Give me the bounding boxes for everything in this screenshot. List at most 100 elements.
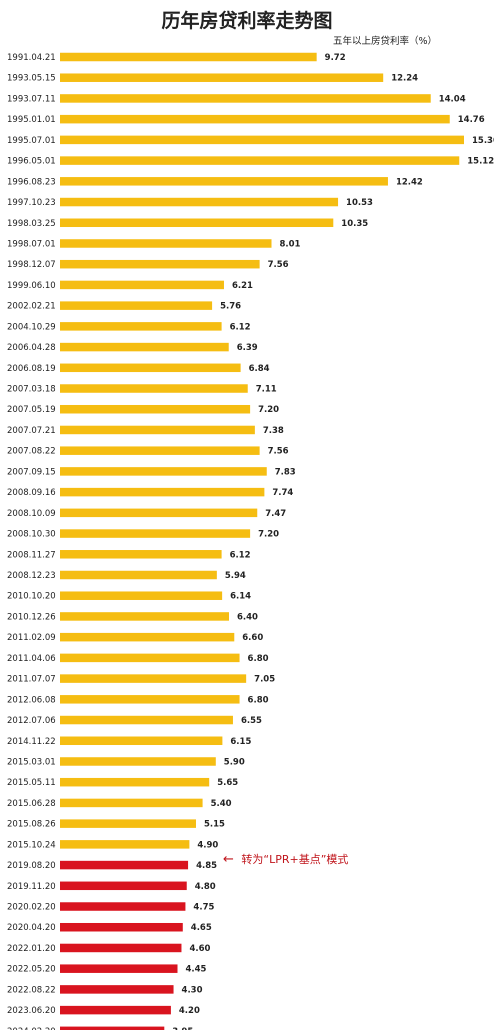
value-label: 12.24 (391, 74, 418, 84)
bar (60, 881, 187, 891)
value-label: 6.12 (230, 322, 251, 332)
category-label: 2015.06.28 (7, 799, 56, 809)
value-label: 6.14 (230, 592, 251, 602)
value-label: 7.20 (258, 530, 279, 540)
bar (60, 943, 182, 953)
value-label: 4.90 (197, 840, 218, 850)
category-label: 1993.05.15 (7, 74, 56, 84)
category-label: 2015.08.26 (7, 820, 56, 830)
category-label: 2020.02.20 (7, 903, 56, 913)
category-label: 2008.12.23 (7, 571, 56, 581)
category-label: 1996.05.01 (7, 157, 56, 167)
value-label: 15.12 (467, 157, 494, 167)
bar (60, 197, 339, 207)
bar (60, 218, 334, 228)
category-label: 2023.06.20 (7, 1006, 56, 1016)
bar (60, 550, 222, 559)
bar (60, 508, 258, 518)
category-label: 1997.10.23 (7, 198, 56, 208)
bar (60, 259, 260, 269)
value-label: 8.01 (280, 239, 301, 249)
value-label: 12.42 (396, 177, 423, 187)
value-label: 7.20 (258, 405, 279, 415)
category-label: 2011.07.07 (7, 675, 56, 685)
value-axis-label: 五年以上房贷利率（%） (333, 36, 438, 47)
bar (60, 798, 203, 808)
category-label: 2022.05.20 (7, 965, 56, 975)
value-label: 7.05 (254, 675, 275, 685)
value-label: 6.21 (232, 281, 253, 291)
value-label: 6.39 (237, 343, 258, 353)
bar (60, 632, 235, 642)
category-label: 2002.02.21 (7, 302, 56, 312)
category-label: 2007.08.22 (7, 447, 56, 457)
value-label: 10.35 (341, 219, 368, 229)
value-label: 7.56 (268, 447, 289, 457)
category-label: 1995.01.01 (7, 115, 56, 125)
value-label: 4.30 (182, 985, 203, 995)
bar (60, 529, 251, 538)
bar (60, 757, 216, 766)
category-label: 1991.04.21 (7, 53, 56, 63)
category-label: 2011.04.06 (7, 654, 56, 664)
category-label: 2014.11.22 (7, 737, 56, 747)
category-label: 2007.07.21 (7, 426, 56, 436)
bar (60, 674, 247, 683)
category-label: 2011.02.09 (7, 633, 56, 643)
value-label: 4.75 (193, 903, 214, 913)
value-label: 4.80 (195, 882, 216, 892)
value-label: 5.94 (225, 571, 246, 581)
bar (60, 715, 233, 725)
value-label: 5.76 (220, 302, 241, 312)
bar (60, 135, 464, 145)
category-label: 2008.10.09 (7, 509, 56, 519)
bar (60, 404, 251, 414)
category-label: 2022.01.20 (7, 944, 56, 954)
bar (60, 922, 183, 932)
category-label: 1993.07.11 (7, 94, 56, 104)
value-label: 6.84 (249, 364, 270, 374)
bar (60, 1026, 165, 1030)
category-label: 2008.11.27 (7, 550, 56, 560)
value-label: 15.30 (472, 136, 494, 146)
value-label: 6.80 (248, 695, 269, 705)
value-label: 5.65 (217, 778, 238, 788)
value-label: 4.20 (179, 1006, 200, 1016)
category-label: 2006.04.28 (7, 343, 56, 353)
bar (60, 612, 229, 621)
category-label: 2012.06.08 (7, 695, 56, 705)
value-label: 4.85 (196, 861, 217, 871)
value-label: 7.56 (268, 260, 289, 270)
category-label: 1998.07.01 (7, 239, 56, 249)
bar (60, 342, 229, 352)
value-label: 6.40 (237, 612, 258, 622)
lpr-annotation: ← 转为“LPR+基点”模式 (223, 851, 348, 867)
chart-title: 历年房贷利率走势图 (161, 10, 333, 32)
value-label: 14.76 (458, 115, 485, 125)
value-label: 4.65 (191, 923, 212, 933)
category-label: 2008.10.30 (7, 530, 56, 540)
value-label: 6.12 (230, 550, 251, 560)
category-label: 1996.08.23 (7, 177, 56, 187)
bar (60, 487, 265, 497)
value-label: 4.45 (186, 965, 207, 975)
category-label: 2006.08.19 (7, 364, 56, 374)
value-label: 7.11 (256, 385, 277, 395)
bar (60, 384, 248, 393)
category-label: 2010.10.20 (7, 592, 56, 602)
value-label: 14.04 (439, 94, 466, 104)
category-label: 2008.09.16 (7, 488, 56, 498)
bar (60, 1005, 171, 1015)
value-label: 6.15 (230, 737, 251, 747)
bar (60, 591, 223, 600)
value-label: 6.60 (242, 633, 263, 643)
bar (60, 73, 384, 82)
category-label: 2024.02.20 (7, 1027, 56, 1030)
bar (60, 695, 240, 704)
arrow-left-icon: ← (223, 852, 234, 867)
bar (60, 94, 431, 103)
bar (60, 114, 450, 124)
value-label: 4.60 (189, 944, 210, 954)
bar (60, 777, 210, 787)
